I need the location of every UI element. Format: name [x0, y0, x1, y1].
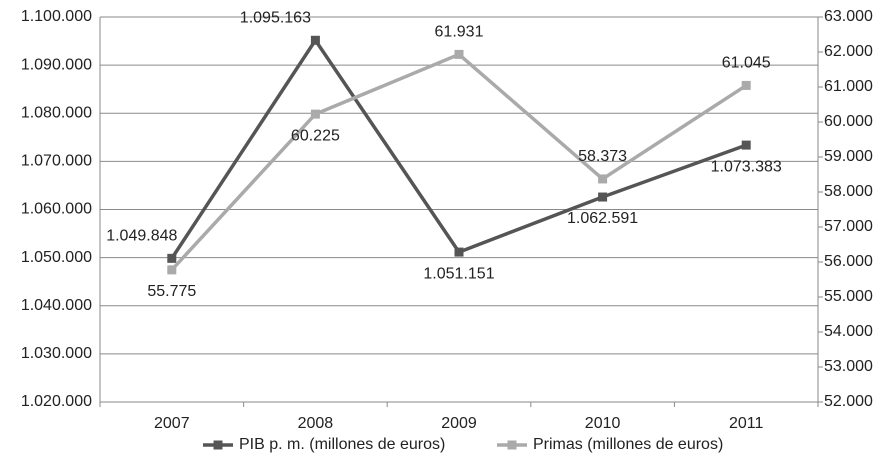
- y2-tick-label: 57.000: [824, 218, 873, 235]
- y-tick-label: 1.070.000: [21, 153, 92, 170]
- y2-tick-label: 59.000: [824, 148, 873, 165]
- y-tick-label: 1.090.000: [21, 56, 92, 73]
- marker: [310, 35, 320, 45]
- data-label: 60.225: [291, 127, 340, 144]
- x-tick-label: 2009: [441, 415, 477, 432]
- marker: [310, 109, 320, 119]
- data-label: 1.095.163: [240, 9, 311, 26]
- y-tick-label: 1.030.000: [21, 345, 92, 362]
- series-line: [170, 52, 748, 272]
- y-tick-label: 1.050.000: [21, 249, 92, 266]
- marker: [598, 174, 608, 184]
- y2-tick-label: 52.000: [824, 393, 873, 410]
- marker: [167, 253, 177, 263]
- data-label: 61.045: [722, 55, 771, 72]
- marker: [598, 192, 608, 202]
- y2-tick-label: 62.000: [824, 43, 873, 60]
- y-tick-label: 1.080.000: [21, 104, 92, 121]
- data-label: 55.775: [147, 283, 196, 300]
- data-label: 1.049.848: [106, 228, 177, 245]
- marker: [741, 80, 751, 90]
- legend-label: Primas (millones de euros): [533, 436, 723, 453]
- x-tick-label: 2010: [585, 415, 621, 432]
- y-tick-label: 1.040.000: [21, 297, 92, 314]
- data-label: 1.051.151: [423, 265, 494, 282]
- marker: [741, 140, 751, 150]
- marker: [454, 49, 464, 59]
- legend-marker: [213, 440, 223, 450]
- y2-tick-label: 56.000: [824, 253, 873, 270]
- legend-label: PIB p. m. (millones de euros): [239, 436, 445, 453]
- y2-tick-label: 61.000: [824, 78, 873, 95]
- y2-tick-label: 63.000: [824, 8, 873, 25]
- x-tick-label: 2008: [298, 415, 334, 432]
- data-label: 1.062.591: [567, 210, 638, 227]
- y2-tick-label: 54.000: [824, 323, 873, 340]
- y-tick-label: 1.020.000: [21, 393, 92, 410]
- y-tick-label: 1.100.000: [21, 8, 92, 25]
- x-tick-label: 2007: [154, 415, 190, 432]
- y2-tick-label: 60.000: [824, 113, 873, 130]
- data-label: 61.931: [435, 24, 484, 41]
- data-label: 1.073.383: [711, 158, 782, 175]
- marker: [454, 247, 464, 257]
- marker: [167, 265, 177, 275]
- y2-tick-label: 55.000: [824, 288, 873, 305]
- x-tick-label: 2011: [729, 415, 764, 432]
- series-line: [170, 37, 747, 260]
- y2-tick-label: 53.000: [824, 358, 873, 375]
- y2-tick-label: 58.000: [824, 183, 873, 200]
- legend-marker: [507, 440, 517, 450]
- data-label: 58.373: [578, 148, 627, 165]
- y-tick-label: 1.060.000: [21, 201, 92, 218]
